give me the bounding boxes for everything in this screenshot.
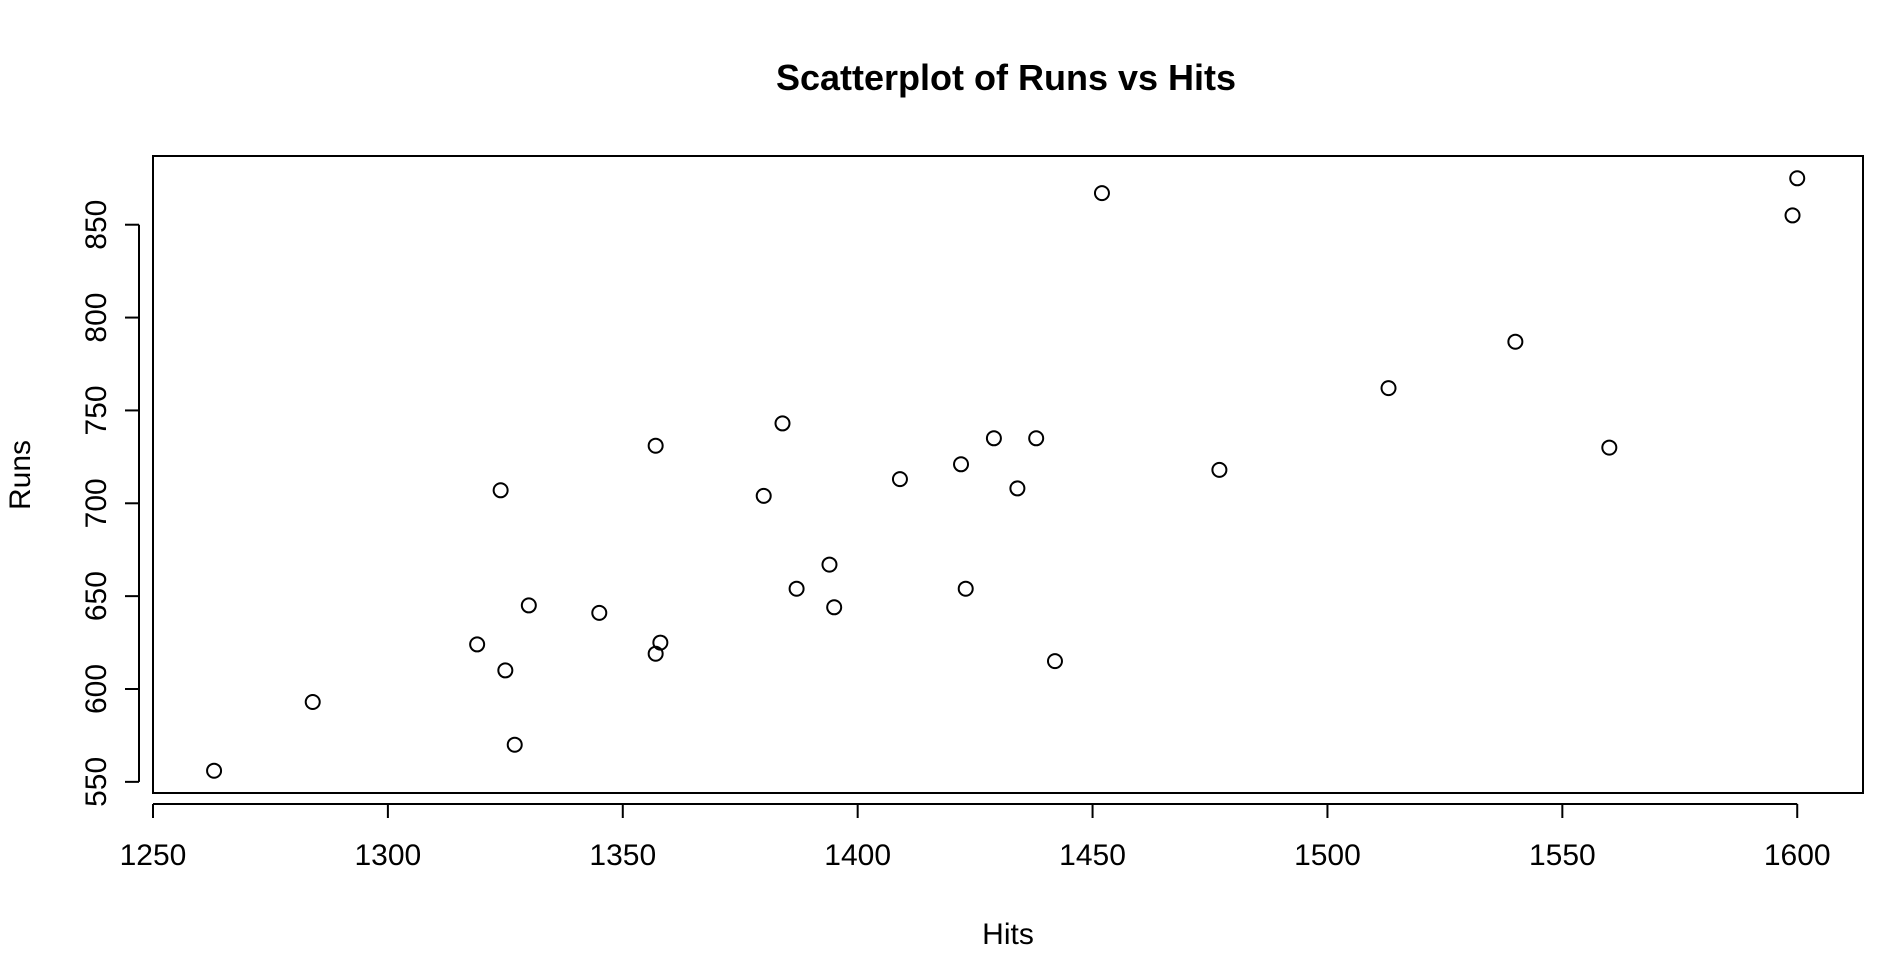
- x-axis-label: Hits: [982, 918, 1034, 951]
- data-point: [1211, 461, 1228, 478]
- data-point: [506, 736, 523, 753]
- data-point: [1380, 380, 1397, 397]
- data-point: [497, 662, 514, 679]
- data-point: [520, 597, 537, 614]
- data-point: [891, 471, 908, 488]
- y-axis-label: Runs: [4, 440, 37, 510]
- data-point: [821, 556, 838, 573]
- x-tick-label: 1250: [120, 839, 187, 872]
- data-point: [755, 487, 772, 504]
- x-axis: 1250 1300 1350 1400 1450 1500 1550 1600: [120, 803, 1831, 872]
- data-point: [304, 694, 321, 710]
- x-tick-label: 1600: [1764, 839, 1831, 872]
- data-point: [1009, 480, 1026, 497]
- y-tick-label: 650: [80, 571, 113, 621]
- y-tick-label: 750: [80, 385, 113, 435]
- y-tick-label: 600: [80, 664, 113, 714]
- x-tick-label: 1350: [589, 839, 656, 872]
- chart-title: Scatterplot of Runs vs Hits: [776, 57, 1236, 98]
- y-tick-label: 550: [80, 757, 113, 807]
- data-point: [788, 580, 805, 597]
- data-point: [774, 415, 791, 432]
- data-point: [957, 580, 974, 597]
- y-axis: 550 600 650 700 750 800 850: [80, 200, 140, 807]
- y-tick-label: 800: [80, 293, 113, 343]
- x-tick-label: 1550: [1529, 839, 1596, 872]
- data-point: [1784, 207, 1801, 224]
- x-tick-label: 1400: [824, 839, 891, 872]
- y-tick-label: 850: [80, 200, 113, 250]
- data-point: [1789, 170, 1806, 187]
- data-point: [652, 634, 669, 651]
- data-point: [1046, 653, 1063, 670]
- data-point: [647, 437, 664, 454]
- data-point: [985, 430, 1002, 447]
- data-point: [1507, 333, 1524, 350]
- y-tick-label: 700: [80, 478, 113, 528]
- data-point: [1093, 185, 1110, 202]
- x-tick-label: 1300: [355, 839, 422, 872]
- data-points: [206, 170, 1806, 779]
- plot-frame: [152, 155, 1864, 794]
- x-tick-label: 1500: [1294, 839, 1361, 872]
- data-point: [492, 482, 509, 499]
- data-point: [953, 456, 970, 473]
- data-point: [826, 599, 843, 616]
- data-point: [591, 604, 608, 621]
- data-point: [469, 636, 486, 653]
- data-point: [1028, 430, 1045, 447]
- data-point: [206, 762, 223, 779]
- x-tick-label: 1450: [1059, 839, 1126, 872]
- data-point: [1601, 439, 1618, 456]
